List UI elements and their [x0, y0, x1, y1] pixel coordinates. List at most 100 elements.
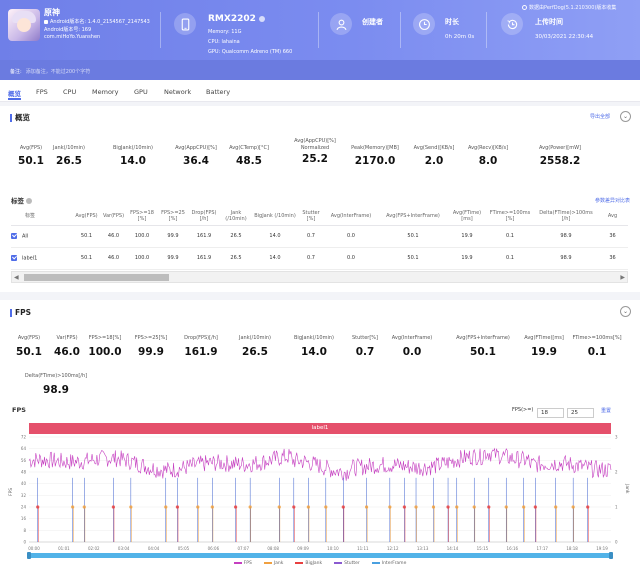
row-checkbox[interactable]	[11, 254, 17, 261]
tab-overview[interactable]: 概览	[8, 90, 21, 100]
column-header[interactable]: Drop(FPS) [/h]	[189, 207, 219, 226]
column-header[interactable]: Avg	[597, 207, 628, 226]
collapse-icon[interactable]: ⌄	[620, 306, 631, 317]
x-tick-label: 07:07	[237, 546, 249, 551]
legend-item[interactable]: Jank	[263, 561, 284, 566]
row-checkbox[interactable]	[11, 232, 17, 239]
column-header[interactable]: Var(FPS)	[100, 207, 127, 226]
x-tick-label: 16:16	[507, 546, 519, 551]
column-header[interactable]: BigJank (/10min)	[253, 207, 297, 226]
bigjank-point	[586, 505, 590, 509]
column-header[interactable]: Avg(FTime) [ms]	[449, 207, 485, 226]
table-row[interactable]: All 50.1 46.0 100.0 99.9 161.9 26.5 14.0 0.7 0.0 5…	[11, 225, 628, 248]
chart-title: FPS	[12, 406, 26, 414]
tab-fps[interactable]: FPS	[36, 88, 48, 96]
bigjank-point	[292, 505, 296, 509]
bigjank-point	[36, 505, 40, 509]
metric-value: 2170.0	[354, 154, 396, 167]
metric-value: 46.0	[54, 345, 80, 358]
legend-label: Jank	[273, 561, 284, 566]
label-band[interactable]: label1	[29, 423, 611, 434]
scroll-right-icon[interactable]: ▶	[620, 274, 625, 281]
tab-gpu[interactable]: GPU	[134, 88, 148, 96]
table-body: All 50.1 46.0 100.0 99.9 161.9 26.5 14.0 0.7 0.0 5…	[11, 225, 628, 270]
fps-chart[interactable]: 0 8 16 24 32 40 48 56 64 72 0 1 2 3 FPS Jank 00:00 01:01 0…	[0, 434, 640, 554]
legend-swatch	[295, 561, 304, 564]
column-header[interactable]: Avg(FPS)	[73, 207, 100, 226]
scroll-thumb[interactable]	[24, 274, 169, 281]
column-header[interactable]: 标签	[11, 207, 73, 226]
labels-table: 标签 Avg(FPS) Var(FPS) FPS>=18 [%] FPS>=25 [%]…	[11, 207, 628, 270]
table-header-row: 标签 Avg(FPS) Var(FPS) FPS>=18 [%] FPS>=25 [%]…	[11, 207, 628, 226]
column-header[interactable]: Avg(FPS+InterFrame)	[377, 207, 449, 226]
horizontal-scrollbar[interactable]: ◀ ▶	[11, 271, 628, 283]
legend-item[interactable]: InterFrame	[371, 561, 406, 566]
y-tick-label: 16	[21, 516, 27, 521]
metric-card: Avg(AppCPU)[%] Normalized 25.2	[285, 138, 345, 165]
tab-memory[interactable]: Memory	[92, 88, 119, 96]
column-header[interactable]: FTime>=100ms [%]	[485, 207, 535, 226]
app-header: 原神 Android版本名: 1.4.0_2154567_2147543 And…	[0, 0, 640, 60]
metric-card: Avg(FPS) 50.1	[6, 335, 52, 358]
row-label: label1	[11, 247, 73, 270]
metric-value: 99.9	[138, 345, 164, 358]
metric-value: 0.7	[355, 345, 375, 358]
bigjank-point	[175, 505, 180, 509]
table-cell: 0.0	[325, 247, 377, 270]
column-header[interactable]: Avg(InterFrame)	[325, 207, 377, 226]
legend-item[interactable]: FPS	[233, 561, 252, 566]
table-cell: 161.9	[189, 225, 219, 248]
metric-label: Avg(AppCPU)[%] Normalized	[294, 138, 336, 151]
table-cell: 46.0	[100, 247, 127, 270]
table-cell: 26.5	[219, 247, 253, 270]
reset-link[interactable]: 重置	[601, 408, 612, 414]
remark-bar[interactable]: 备注: 添加备注，不能过200个字符	[0, 60, 640, 80]
tab-network[interactable]: Network	[164, 88, 192, 96]
x-tick-label: 13:13	[417, 546, 429, 551]
bigjank-point	[234, 505, 238, 509]
table-cell: 50.1	[377, 247, 449, 270]
column-header[interactable]: Jank (/10min)	[219, 207, 253, 226]
remark-label: 备注:	[10, 69, 22, 75]
perfdog-icon	[522, 5, 527, 10]
device-name: RMX2202	[208, 14, 265, 24]
tab-battery[interactable]: Battery	[206, 88, 231, 96]
x-tick-label: 14:14	[447, 546, 459, 551]
legend-item[interactable]: BigJank	[295, 561, 322, 566]
threshold-input-2[interactable]: 25	[567, 408, 594, 418]
scroll-left-icon[interactable]: ◀	[14, 274, 19, 281]
metric-label: Peak(Memory)[MB]	[351, 145, 399, 151]
metric-label: Var(FPS)	[56, 335, 78, 341]
info-icon[interactable]	[258, 15, 265, 22]
table-row[interactable]: label1 50.1 46.0 100.0 99.9 161.9 26.5 14.0 0.7 0…	[11, 247, 628, 270]
app-version-code: Android版本号: 169	[44, 26, 92, 33]
threshold-input-1[interactable]: 18	[537, 408, 564, 418]
export-all-link[interactable]: 导出全部	[590, 114, 611, 120]
bigjank-point	[487, 505, 491, 509]
metric-label: Avg(FPS)	[17, 335, 41, 341]
help-icon[interactable]	[26, 198, 32, 204]
x-tick-label: 04:04	[148, 546, 160, 551]
column-header[interactable]: Delta(FTime)>100ms [/h]	[535, 207, 597, 226]
x-tick-label: 18:18	[566, 546, 578, 551]
jank-point	[196, 505, 200, 509]
metric-value: 26.5	[56, 154, 82, 167]
remark-input[interactable]: 添加备注，不能过200个字符	[25, 69, 91, 75]
app-version: Android版本名: 1.4.0_2154567_2147543	[50, 19, 150, 25]
legend-swatch	[371, 561, 380, 564]
metric-card: Avg(InterFrame) 0.0	[380, 335, 444, 358]
table-cell: 50.1	[73, 247, 100, 270]
x-tick-label: 00:00	[28, 546, 40, 551]
jank-point	[571, 505, 575, 509]
compare-link[interactable]: 参数差异对比表	[595, 198, 631, 204]
column-header[interactable]: FPS>=18 [%]	[127, 207, 157, 226]
legend-item[interactable]: Stutter	[334, 561, 360, 566]
legend-label: BigJank	[305, 561, 323, 566]
metric-label: Avg(CTemp)[°C]	[229, 145, 269, 151]
collapse-icon[interactable]: ⌄	[620, 111, 631, 122]
metric-label: FTime>=100ms[%]	[572, 335, 622, 341]
tab-cpu[interactable]: CPU	[63, 88, 77, 96]
column-header[interactable]: FPS>=25 [%]	[157, 207, 189, 226]
column-header[interactable]: Stutter [%]	[297, 207, 325, 226]
range-slider[interactable]	[27, 552, 613, 559]
